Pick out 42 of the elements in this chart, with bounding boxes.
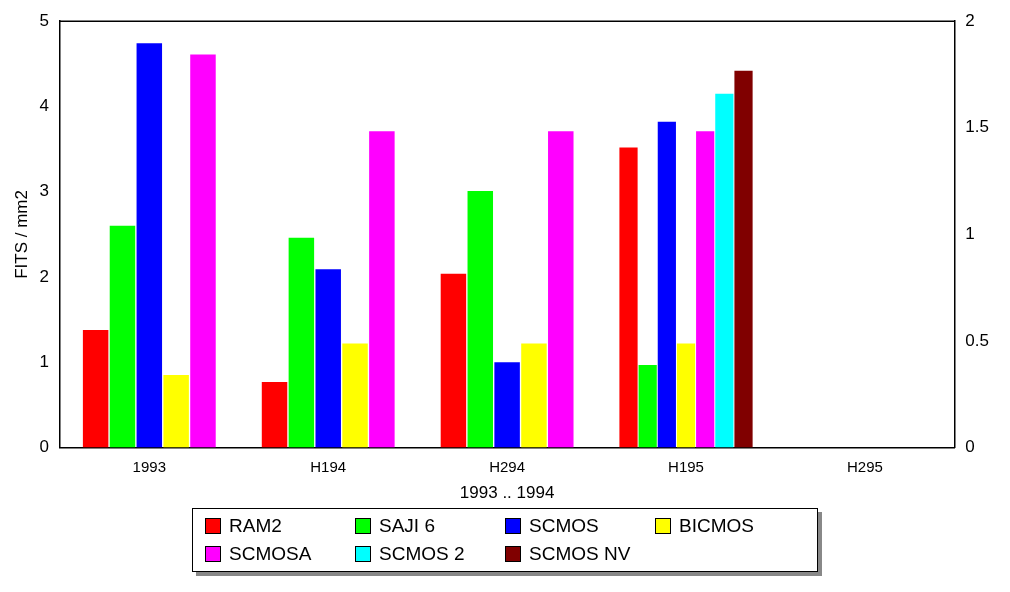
y-tick-label: 2 xyxy=(39,266,49,286)
bar xyxy=(467,190,494,448)
bar xyxy=(369,131,395,448)
bar xyxy=(163,375,189,448)
y2-tick-label: 1 xyxy=(965,224,975,244)
legend-label: SCMOSA xyxy=(229,543,312,565)
y2-tick-label: 1.5 xyxy=(965,117,990,137)
bar xyxy=(440,273,467,448)
x-axis-title: 1993 .. 1994 xyxy=(459,483,555,503)
y2-tick-label: 2 xyxy=(965,10,975,30)
y2-tick-label: 0.5 xyxy=(965,330,990,350)
legend-label: SAJI 6 xyxy=(379,515,435,537)
y-tick-label: 0 xyxy=(39,437,49,457)
bar xyxy=(734,70,753,448)
x-tick-label: H294 xyxy=(489,457,526,475)
y-tick-label: 4 xyxy=(39,96,49,116)
bar xyxy=(548,131,574,448)
bar xyxy=(261,381,288,448)
bar xyxy=(315,269,341,448)
legend-label: SCMOS xyxy=(529,515,599,537)
bar xyxy=(521,343,547,448)
y-tick-label: 1 xyxy=(39,352,49,372)
bar xyxy=(136,43,163,448)
legend-label: RAM2 xyxy=(229,515,282,537)
bar xyxy=(82,329,109,448)
legend-label: SCMOS NV xyxy=(529,543,631,565)
bar xyxy=(190,54,216,448)
y-tick-label: 3 xyxy=(39,181,49,201)
bar xyxy=(494,362,520,448)
y-tick-label: 5 xyxy=(39,10,49,30)
x-tick-label: 1993 xyxy=(132,457,166,475)
bar xyxy=(109,225,136,448)
x-tick-label: H194 xyxy=(310,457,347,475)
x-tick-label: H295 xyxy=(846,457,883,475)
bar xyxy=(288,237,315,448)
x-tick-label: H195 xyxy=(668,457,704,475)
bar xyxy=(342,343,368,448)
legend-label: SCMOS 2 xyxy=(379,543,465,565)
y-axis-title: FITS / mm2 xyxy=(11,190,31,279)
y2-tick-label: 0 xyxy=(965,437,975,457)
legend-label: BICMOS xyxy=(679,515,754,537)
bar xyxy=(715,93,734,448)
